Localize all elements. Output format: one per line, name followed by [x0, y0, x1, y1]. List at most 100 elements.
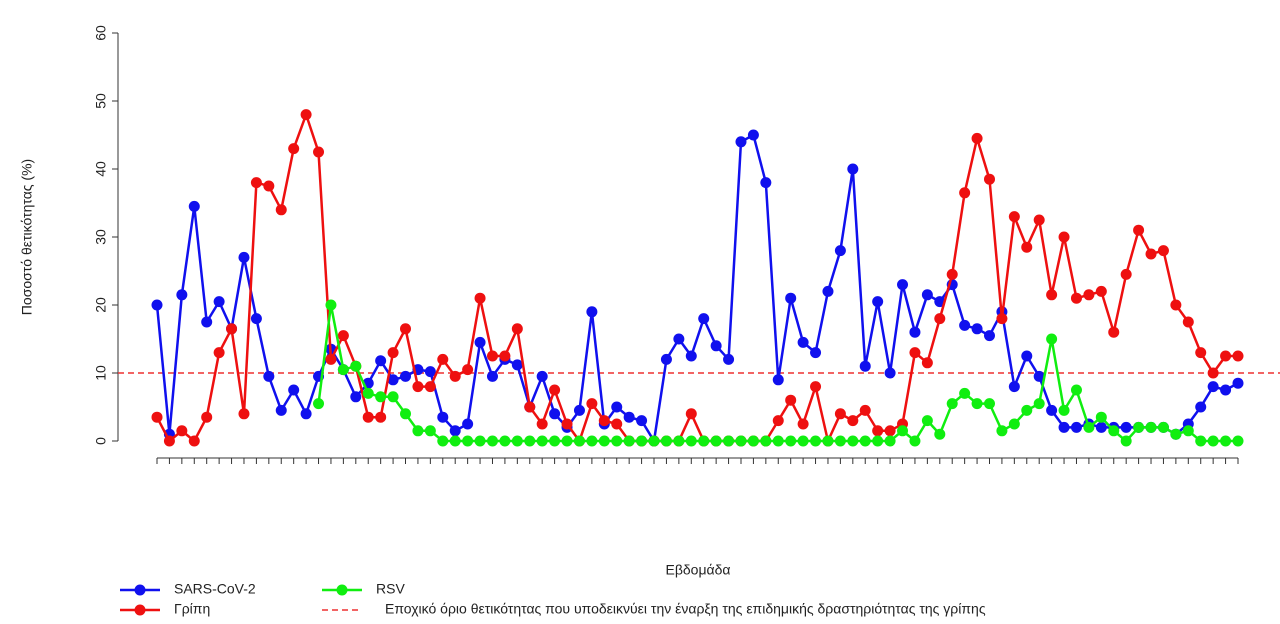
data-point — [263, 180, 275, 192]
legend-marker — [134, 584, 146, 596]
data-point — [1157, 421, 1169, 433]
data-point — [1058, 404, 1070, 416]
data-point — [959, 187, 971, 199]
data-point — [983, 330, 995, 342]
data-point — [1120, 435, 1132, 447]
data-point — [636, 415, 648, 427]
data-point — [387, 391, 399, 403]
data-point — [971, 398, 983, 410]
data-point — [362, 411, 374, 423]
data-point — [772, 374, 784, 386]
data-point — [1021, 350, 1033, 362]
data-point — [1095, 285, 1107, 297]
data-point — [238, 251, 250, 263]
series-line — [155, 133, 1239, 445]
data-point — [810, 347, 822, 359]
data-point — [1008, 418, 1020, 430]
data-point — [288, 384, 300, 396]
y-tick-label: 20 — [93, 297, 109, 313]
data-point — [536, 370, 548, 382]
legend-marker — [336, 584, 348, 596]
data-point — [288, 143, 300, 155]
data-point — [511, 323, 523, 335]
data-point — [486, 370, 498, 382]
data-point — [785, 394, 797, 406]
data-point — [300, 109, 312, 121]
data-point — [400, 370, 412, 382]
data-point — [735, 435, 747, 447]
data-point — [1220, 350, 1232, 362]
data-point — [462, 418, 474, 430]
data-point — [350, 360, 362, 372]
data-point — [623, 435, 635, 447]
data-point — [250, 177, 262, 189]
data-point — [859, 360, 871, 372]
data-point — [859, 435, 871, 447]
data-point — [400, 323, 412, 335]
data-point — [834, 435, 846, 447]
data-point — [561, 435, 573, 447]
data-point — [325, 353, 337, 365]
data-point — [698, 435, 710, 447]
data-point — [424, 381, 436, 393]
data-point — [859, 404, 871, 416]
data-point — [1108, 425, 1120, 437]
data-point — [921, 415, 933, 427]
y-tick-label: 40 — [93, 161, 109, 177]
data-point — [313, 146, 325, 158]
data-point — [921, 357, 933, 369]
data-point — [524, 401, 536, 413]
y-tick-label: 30 — [93, 229, 109, 245]
data-point — [1021, 404, 1033, 416]
data-point — [337, 330, 349, 342]
data-point — [1083, 421, 1095, 433]
data-point — [1133, 224, 1145, 236]
data-point — [884, 367, 896, 379]
data-point — [685, 408, 697, 420]
data-point — [1207, 381, 1219, 393]
data-point — [760, 435, 772, 447]
data-point — [549, 408, 561, 420]
data-point — [847, 435, 859, 447]
data-point — [462, 435, 474, 447]
data-point — [474, 435, 486, 447]
data-point — [275, 204, 287, 216]
data-point — [810, 381, 822, 393]
data-point — [449, 425, 461, 437]
data-point — [884, 435, 896, 447]
data-point — [176, 425, 188, 437]
data-point — [822, 435, 834, 447]
data-point — [611, 418, 623, 430]
y-tick-label: 10 — [93, 365, 109, 381]
data-point — [474, 336, 486, 348]
data-point — [238, 408, 250, 420]
data-point — [909, 326, 921, 338]
data-point — [499, 350, 511, 362]
data-point — [1108, 326, 1120, 338]
data-point — [586, 306, 598, 318]
data-point — [673, 435, 685, 447]
y-tick-label: 50 — [93, 93, 109, 109]
data-point — [1220, 435, 1232, 447]
data-point — [946, 398, 958, 410]
data-point — [1008, 381, 1020, 393]
data-point — [275, 404, 287, 416]
data-point — [1033, 398, 1045, 410]
legend-marker — [134, 604, 146, 616]
data-point — [151, 411, 163, 423]
data-point — [511, 359, 523, 371]
data-point — [263, 370, 275, 382]
data-point — [983, 398, 995, 410]
data-point — [723, 353, 735, 365]
data-point — [1170, 428, 1182, 440]
data-point — [760, 177, 772, 189]
data-point — [1095, 421, 1107, 433]
data-point — [387, 347, 399, 359]
y-axis-label: Ποσοστό θετικότητας (%) — [19, 159, 35, 315]
data-point — [959, 387, 971, 399]
data-point — [872, 425, 884, 437]
data-point — [1058, 231, 1070, 243]
data-point — [660, 353, 672, 365]
data-point — [822, 285, 834, 297]
data-point — [710, 435, 722, 447]
